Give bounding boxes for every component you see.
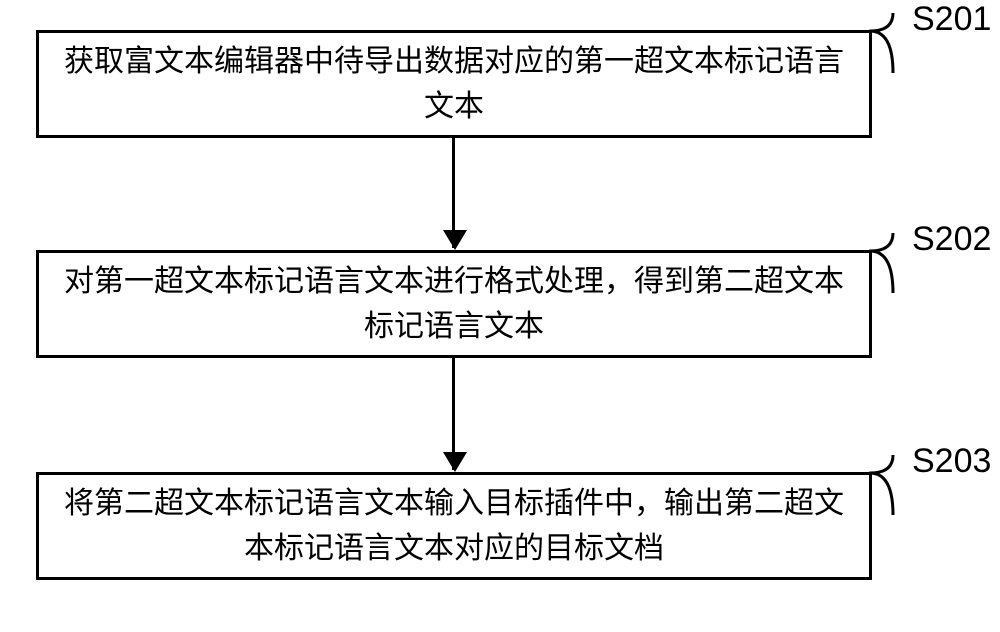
arrow-s202-s203: [452, 358, 455, 470]
arrow-s201-s202: [452, 138, 455, 248]
step-text-s202: 对第一超文本标记语言文本进行格式处理，得到第二超文本标记语言文本: [59, 259, 849, 349]
step-text-s203: 将第二超文本标记语言文本输入目标插件中，输出第二超文本标记语言文本对应的目标文档: [59, 481, 849, 571]
step-label-s201: S201: [912, 0, 991, 39]
bracket-s203: [869, 455, 919, 515]
step-label-s203: S203: [912, 442, 991, 481]
step-box-s202: 对第一超文本标记语言文本进行格式处理，得到第二超文本标记语言文本: [36, 250, 872, 358]
step-text-s201: 获取富文本编辑器中待导出数据对应的第一超文本标记语言文本: [59, 39, 849, 129]
step-box-s203: 将第二超文本标记语言文本输入目标插件中，输出第二超文本标记语言文本对应的目标文档: [36, 472, 872, 580]
bracket-s201: [869, 13, 919, 73]
step-label-s202: S202: [912, 220, 991, 259]
bracket-s202: [869, 233, 919, 293]
flowchart-canvas: 获取富文本编辑器中待导出数据对应的第一超文本标记语言文本 S201 对第一超文本…: [0, 0, 1000, 632]
step-box-s201: 获取富文本编辑器中待导出数据对应的第一超文本标记语言文本: [36, 30, 872, 138]
